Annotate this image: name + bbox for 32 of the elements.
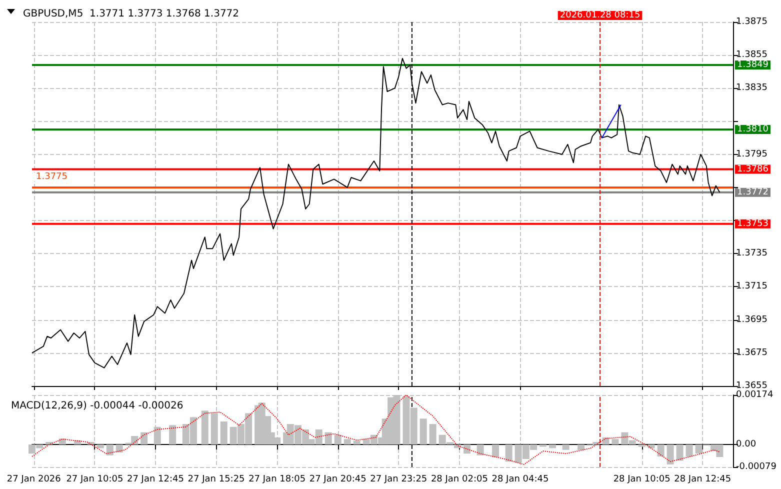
y-tick-label: 1.3675 [736, 348, 768, 358]
y-tick-label: 0.00 [736, 440, 756, 450]
y-tick-label: 1.3735 [736, 248, 768, 259]
x-tick-label: 28 Jan 12:45 [674, 474, 732, 484]
y-tick-label: 1.3875 [736, 17, 768, 27]
text: MACD(12,26,9) -0.00044 -0.00026 [11, 400, 184, 412]
x-tick-label: 27 Jan 15:25 [188, 474, 245, 484]
y-tick-label: 1.3795 [736, 149, 768, 160]
ref-line-label: 1.3810 [737, 124, 769, 135]
x-tick-label: 27 Jan 18:05 [248, 474, 306, 484]
y-tick-label: 1.3855 [736, 50, 768, 60]
ref-line-label: 1.3772 [737, 187, 768, 198]
x-tick-label: 27 Jan 23:25 [370, 474, 428, 484]
x-tick-label: 28 Jan 02:05 [430, 474, 488, 484]
y-tick-label: -0.00079 [736, 462, 777, 472]
ref-line-label: 1.3849 [737, 60, 769, 70]
ref-line-label: 1.3775 [36, 172, 68, 182]
y-tick-label: 1.3695 [736, 314, 768, 325]
y-tick-label: 0.00174 [736, 390, 774, 400]
y-tick-label: 1.3655 [736, 381, 768, 391]
chart-title: GBPUSD,M5 1.3771 1.3773 1.3768 1.3772 [23, 8, 240, 20]
y-tick-label: 1.3835 [736, 83, 768, 94]
x-tick-label: 27 Jan 2026 [6, 474, 62, 484]
y-tick-label: 1.3715 [736, 282, 768, 292]
ref-line-label: 1.3786 [737, 164, 769, 174]
x-tick-label: 27 Jan 12:45 [126, 474, 184, 484]
x-tick-label: 28 Jan 04:45 [492, 474, 549, 484]
ref-line-label: 2026.01.28 08:15 [560, 10, 640, 20]
x-tick-label: 28 Jan 10:05 [613, 474, 670, 484]
x-tick-label: 27 Jan 10:05 [66, 474, 124, 484]
x-tick-label: 27 Jan 20:45 [309, 474, 366, 484]
ref-line-label: 1.3753 [737, 218, 768, 229]
